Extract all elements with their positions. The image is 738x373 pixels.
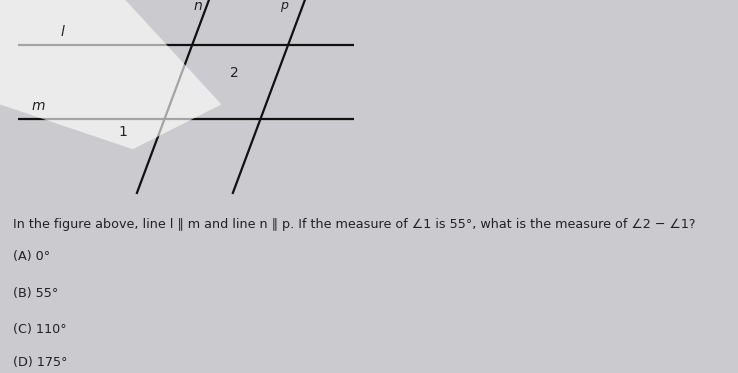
Text: (B) 55°: (B) 55° <box>13 287 58 300</box>
Text: In the figure above, line l ∥ m and line n ∥ p. If the measure of ∠1 is 55°, wha: In the figure above, line l ∥ m and line… <box>13 218 696 231</box>
Polygon shape <box>0 0 221 149</box>
Text: p: p <box>280 0 288 12</box>
Text: n: n <box>193 0 202 13</box>
Text: (D) 175°: (D) 175° <box>13 356 68 369</box>
Text: m: m <box>32 99 45 113</box>
Text: 1: 1 <box>119 125 128 140</box>
Text: l: l <box>61 25 65 39</box>
Text: (C) 110°: (C) 110° <box>13 323 67 336</box>
Text: (A) 0°: (A) 0° <box>13 250 50 263</box>
Text: 2: 2 <box>230 66 239 80</box>
